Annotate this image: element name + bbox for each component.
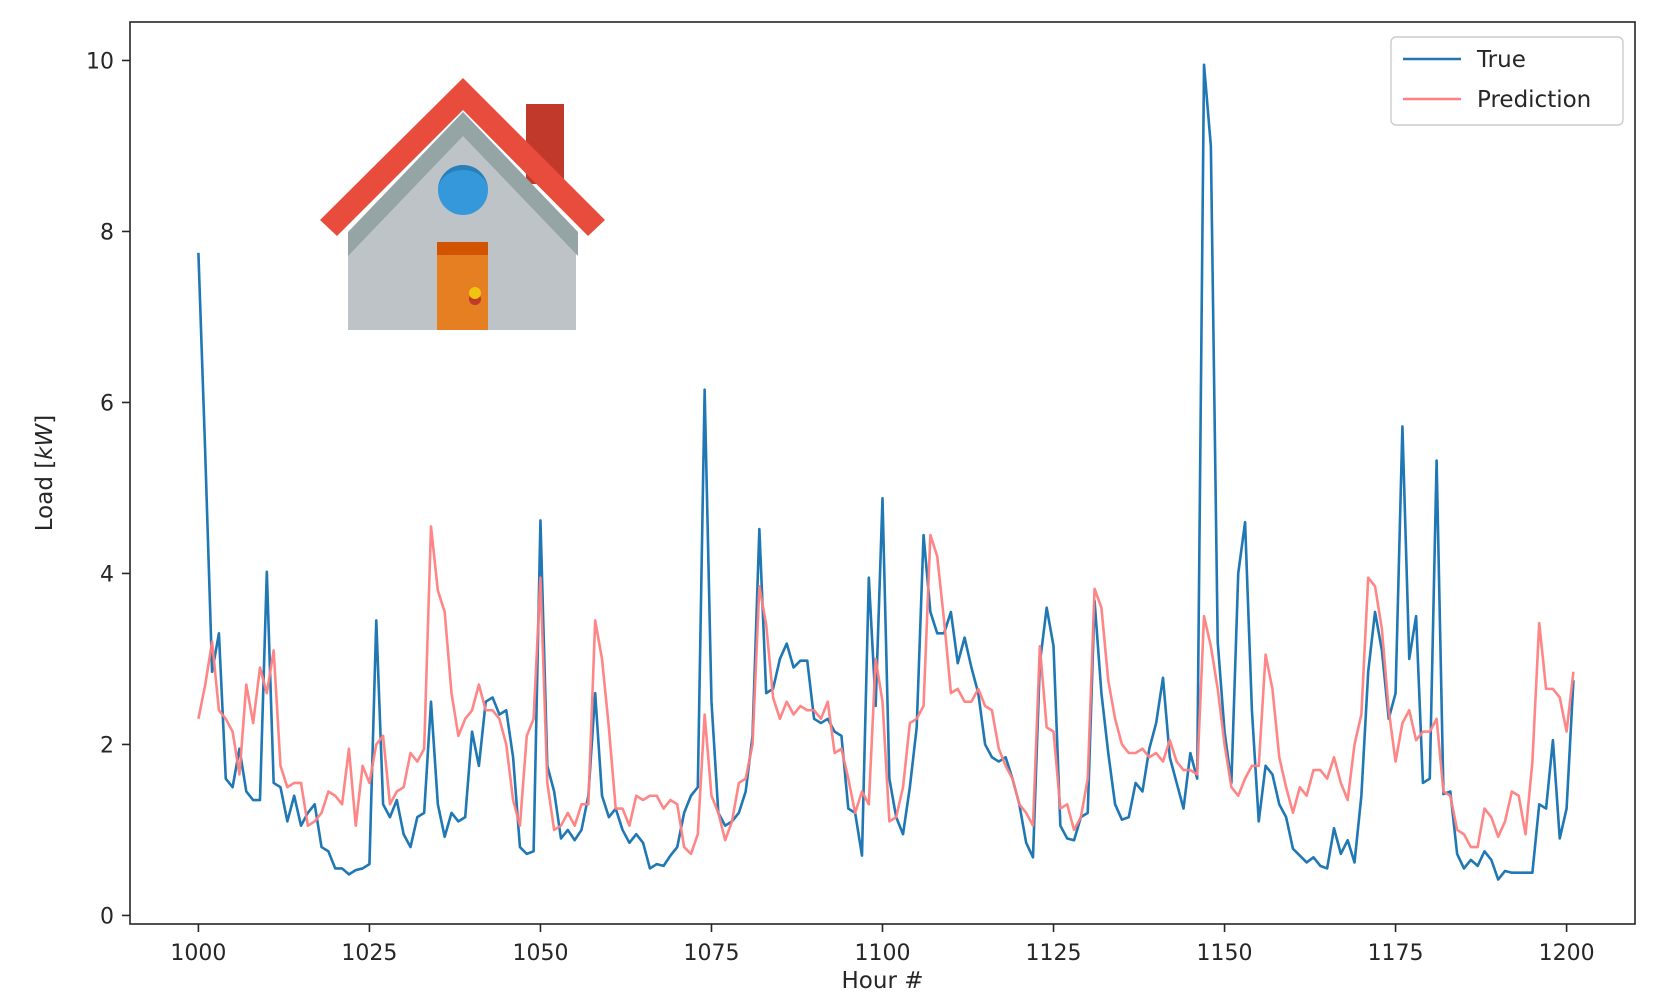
house-roof-shadow [348,112,578,256]
y-axis: 0 2 4 6 8 10 [86,49,130,929]
house-window-shade [438,165,488,190]
x-tick-label: 1025 [341,941,397,966]
x-tick-label: 1150 [1197,941,1253,966]
house-roof [320,78,605,236]
y-axis-label: Load [kW] [32,415,58,532]
series-layer [197,63,1575,881]
y-axis-label-prefix: Load [ [32,460,58,531]
x-tick-label: 1050 [512,941,568,966]
y-tick-label: 2 [100,733,114,758]
legend: True Prediction [1390,36,1624,126]
x-tick-label: 1125 [1026,941,1082,966]
y-tick-label: 0 [100,904,114,929]
plot-area [129,21,1636,925]
x-axis-label: Hour # [842,968,924,994]
house-door [437,242,488,330]
house-door-top [437,242,488,255]
x-tick-label: 1075 [683,941,739,966]
y-axis-label-unit: kW [32,422,58,459]
house-icon [320,78,605,330]
y-tick-label: 10 [86,49,114,74]
house-window [438,165,488,215]
legend-label-true: True [1476,47,1526,73]
x-axis: 1000 1025 1050 1075 1100 1125 1150 1175 1200 [170,924,1595,966]
series-line-prediction [197,525,1575,856]
house-door-knob [469,287,481,299]
legend-label-prediction: Prediction [1477,87,1591,113]
x-tick-label: 1100 [855,941,911,966]
y-tick-label: 4 [100,562,114,587]
x-tick-label: 1175 [1368,941,1424,966]
series-line-true [197,63,1575,881]
house-wall [348,112,576,330]
y-axis-label-suffix: ] [32,415,58,424]
y-tick-label: 8 [100,220,114,245]
x-tick-label: 1200 [1539,941,1595,966]
x-tick-label: 1000 [170,941,226,966]
y-tick-label: 6 [100,391,114,416]
